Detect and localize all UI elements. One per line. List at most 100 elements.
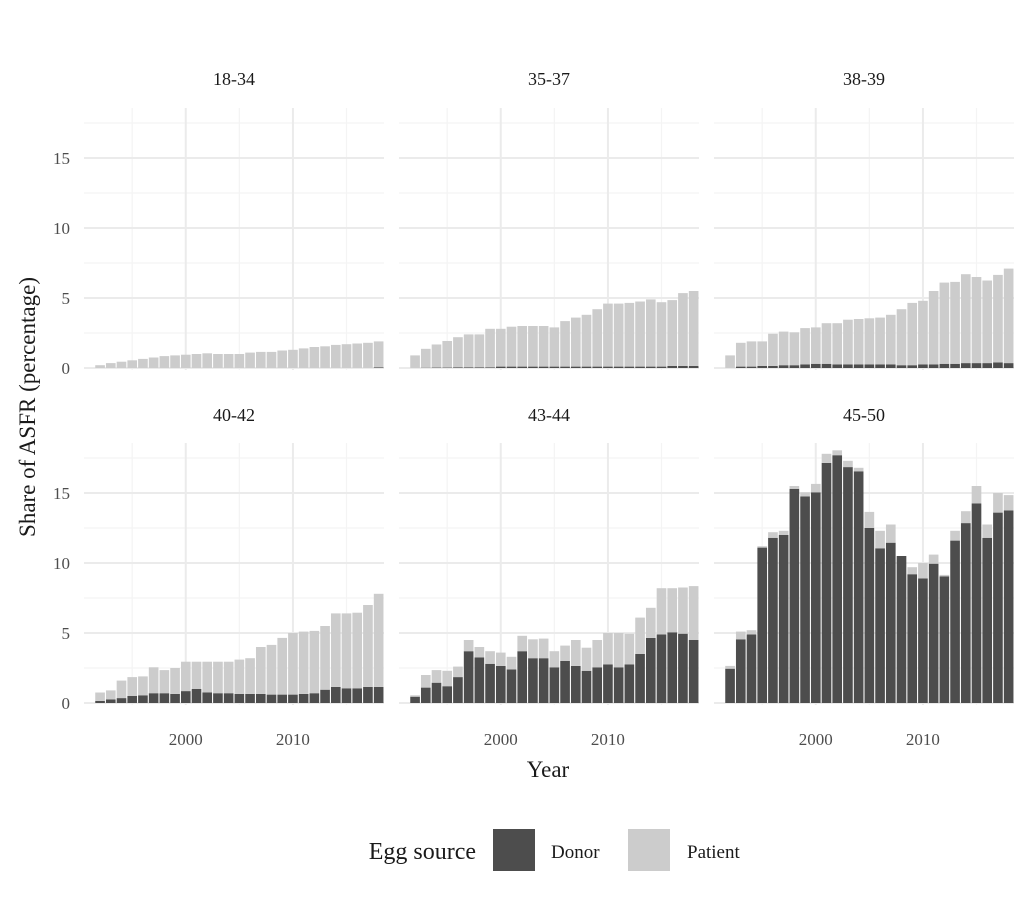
bar-patient <box>127 360 137 368</box>
bar-donor <box>267 695 277 703</box>
bar-donor <box>245 694 255 703</box>
bar-donor <box>689 366 699 368</box>
bar-donor <box>442 686 452 703</box>
bar-patient <box>779 531 789 535</box>
bar-donor <box>224 693 234 703</box>
bar-patient <box>277 351 287 369</box>
bar-patient <box>790 486 800 489</box>
bar-patient <box>496 329 506 367</box>
bar-donor <box>1004 363 1014 368</box>
bar-patient <box>550 651 560 667</box>
bar-patient <box>299 348 309 368</box>
bar-patient <box>592 640 602 667</box>
bar-patient <box>603 633 613 665</box>
bar-donor <box>667 632 677 703</box>
bar-patient <box>571 318 581 367</box>
bar-patient <box>961 274 971 363</box>
y-tick-label: 15 <box>53 484 70 503</box>
bar-donor <box>897 365 907 368</box>
bar-patient <box>725 666 735 669</box>
bar-patient <box>267 352 277 368</box>
bar-patient <box>245 353 255 368</box>
bar-donor <box>192 689 202 703</box>
bar-donor <box>822 463 832 703</box>
bar-patient <box>453 667 463 678</box>
bar-patient <box>560 321 570 367</box>
bar-donor <box>320 690 330 703</box>
bar-patient <box>918 301 928 365</box>
bar-patient <box>464 640 474 651</box>
bar-donor <box>811 364 821 368</box>
bar-donor <box>507 367 517 368</box>
bar-donor <box>646 367 656 368</box>
y-tick-label: 5 <box>62 289 71 308</box>
bar-patient <box>1004 495 1014 510</box>
bar-patient <box>993 275 1003 363</box>
bar-donor <box>886 365 896 369</box>
bar-patient <box>592 309 602 366</box>
bar-patient <box>432 670 442 683</box>
bar-donor <box>736 639 746 703</box>
bar-donor <box>800 365 810 369</box>
bar-patient <box>539 639 549 659</box>
bar-donor <box>907 574 917 703</box>
bar-patient <box>181 662 191 691</box>
bar-donor <box>181 691 191 703</box>
bar-patient <box>106 690 116 699</box>
bar-donor <box>288 695 298 703</box>
bar-patient <box>517 636 527 651</box>
bar-patient <box>854 468 864 472</box>
bar-donor <box>757 366 767 368</box>
bar-patient <box>170 355 180 368</box>
bar-patient <box>288 350 298 368</box>
bar-donor <box>342 688 352 703</box>
bar-patient <box>811 327 821 363</box>
bar-patient <box>224 354 234 368</box>
bar-donor <box>907 365 917 368</box>
facet-label: 40-42 <box>213 405 255 425</box>
bar-donor <box>678 366 688 368</box>
bar-donor <box>614 667 624 703</box>
bar-donor <box>127 696 137 703</box>
bar-patient <box>736 632 746 640</box>
bar-patient <box>843 461 853 467</box>
bar-patient <box>993 493 1003 513</box>
bar-donor <box>117 698 127 703</box>
bar-patient <box>331 613 341 687</box>
bar-patient <box>940 575 950 576</box>
bar-donor <box>768 366 778 368</box>
bar-patient <box>352 344 362 369</box>
bar-donor <box>811 492 821 703</box>
bar-patient <box>149 358 159 369</box>
bar-donor <box>854 471 864 703</box>
bar-patient <box>582 648 592 671</box>
bar-patient <box>757 546 767 547</box>
bar-donor <box>496 666 506 703</box>
facet-label: 35-37 <box>528 69 570 89</box>
bar-donor <box>779 535 789 703</box>
bar-donor <box>582 367 592 368</box>
bar-donor <box>832 455 842 703</box>
bar-donor <box>875 548 885 703</box>
bar-patient <box>800 328 810 364</box>
y-axis-title: Share of ASFR (percentage) <box>15 277 40 537</box>
bar-patient <box>95 693 105 701</box>
bar-patient <box>603 304 613 367</box>
bar-patient <box>950 531 960 541</box>
bar-patient <box>256 352 266 368</box>
bar-patient <box>822 323 832 364</box>
bar-patient <box>897 309 907 365</box>
bar-donor <box>918 365 928 369</box>
bar-donor <box>657 634 667 703</box>
bar-patient <box>865 512 875 528</box>
bar-donor <box>667 366 677 368</box>
bar-patient <box>614 304 624 367</box>
x-tick-label: 2000 <box>169 730 203 749</box>
bar-patient <box>736 343 746 367</box>
y-tick-label: 0 <box>62 359 71 378</box>
bar-patient <box>374 341 384 367</box>
bar-donor <box>277 695 287 703</box>
bar-patient <box>1004 269 1014 364</box>
bar-donor <box>982 363 992 368</box>
bar-donor <box>843 467 853 703</box>
